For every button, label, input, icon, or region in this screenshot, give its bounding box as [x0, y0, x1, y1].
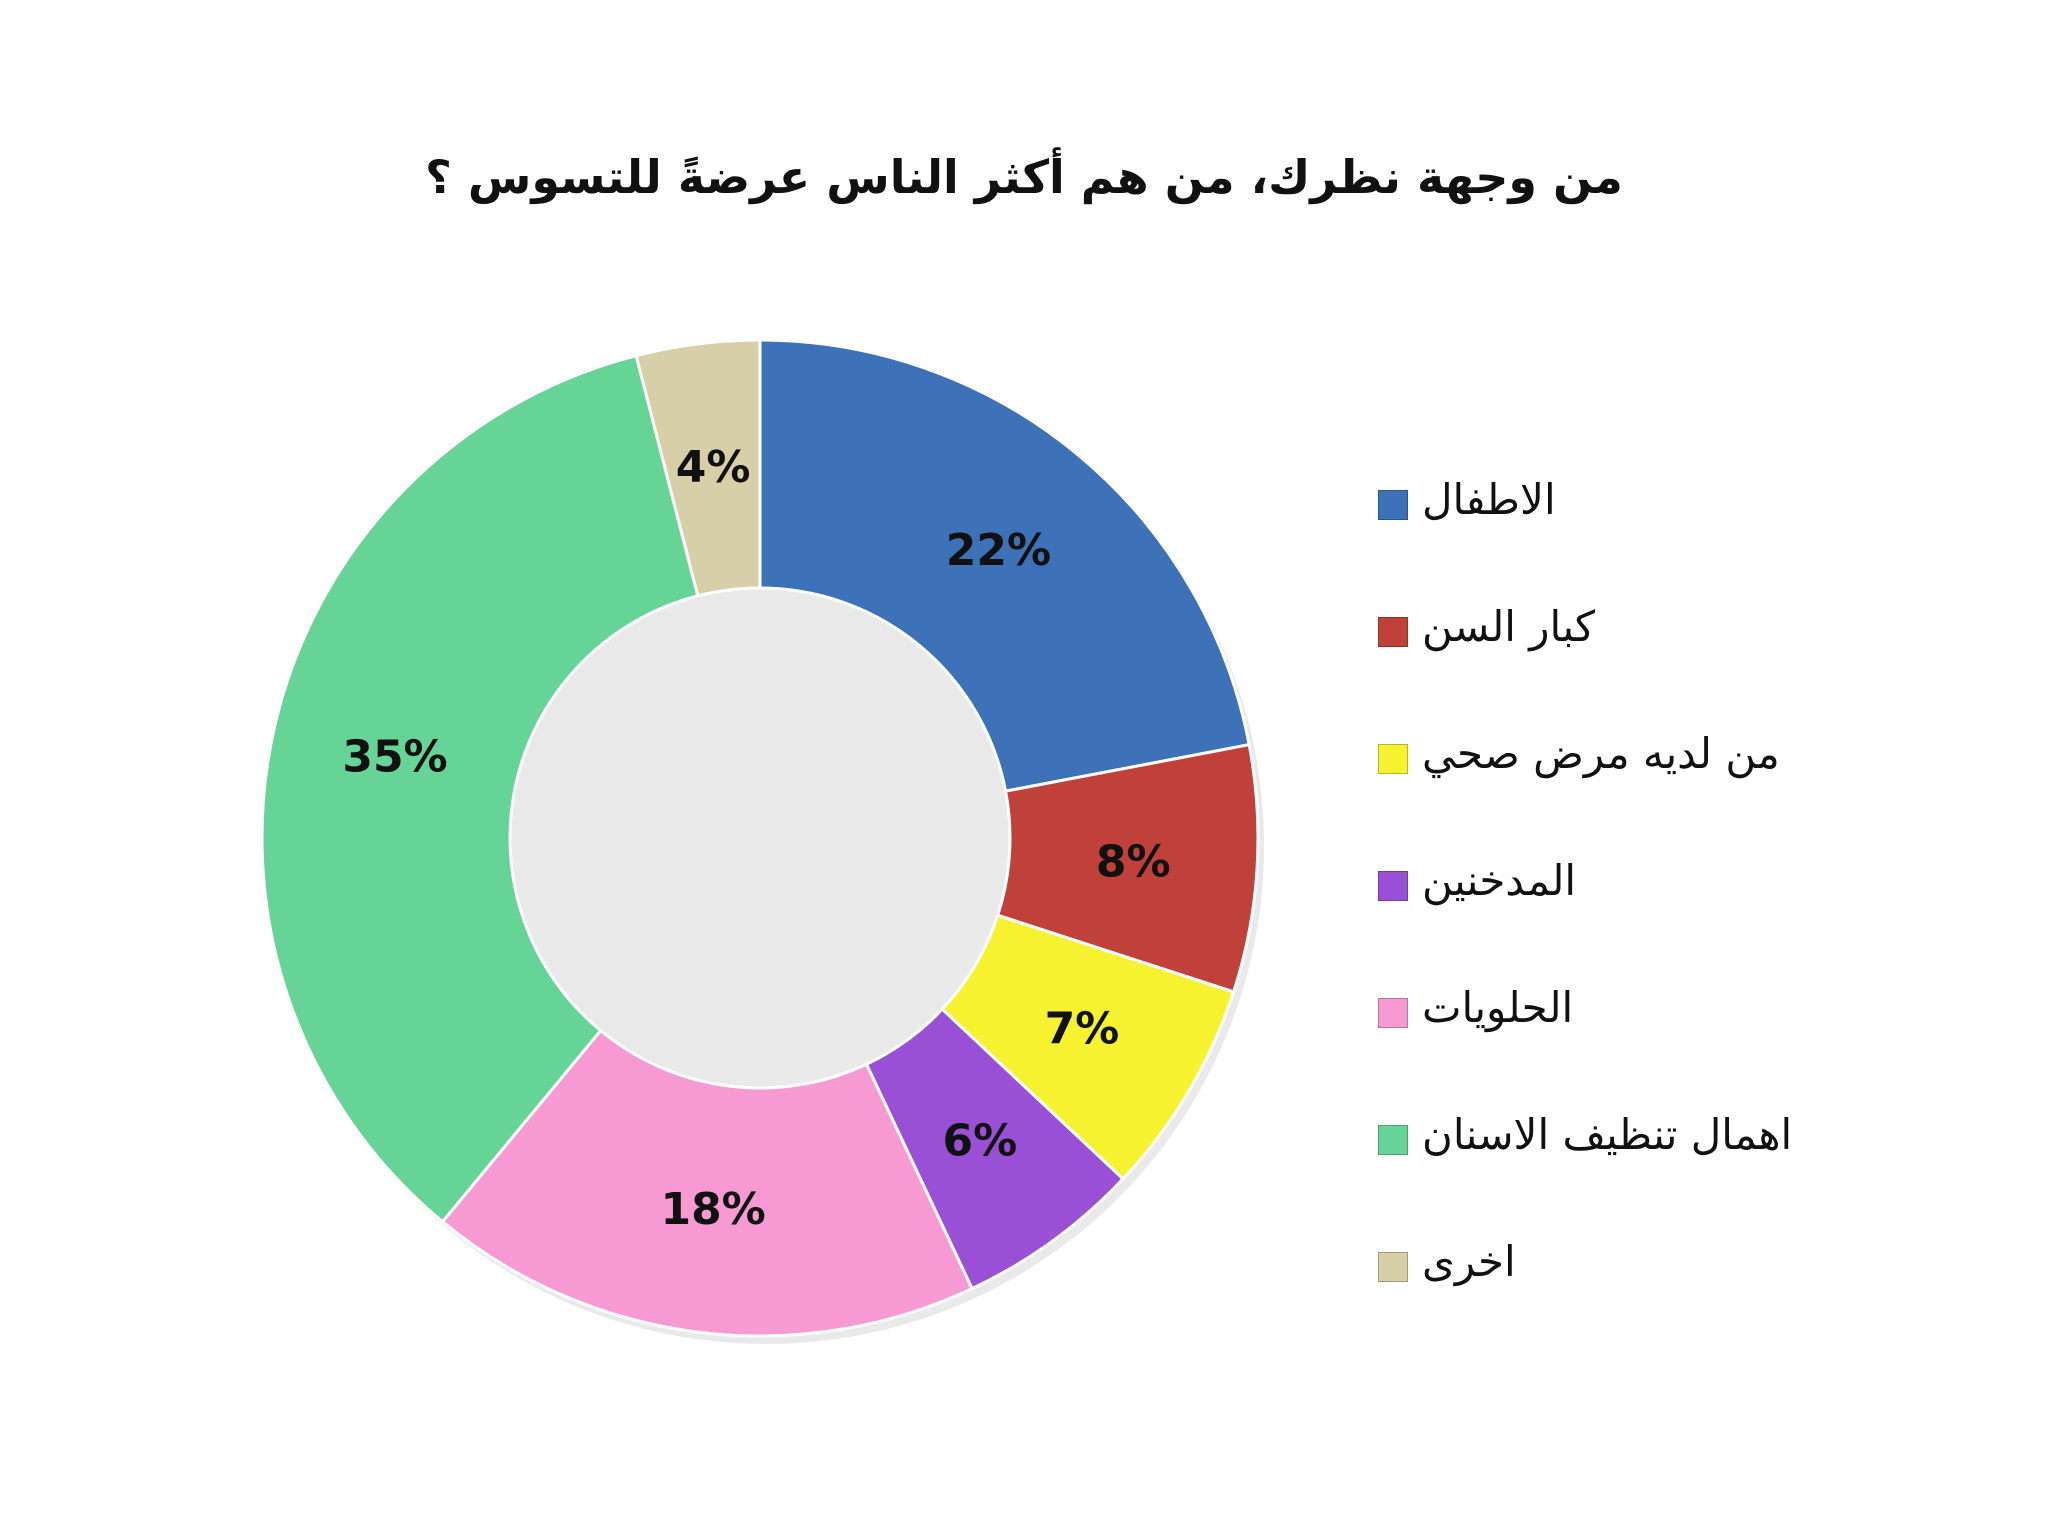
slice-value-label-7: 4%: [676, 442, 751, 493]
legend-label: الحلويات: [1422, 983, 1574, 1032]
legend-item: من لديه مرض صحي: [1378, 724, 1938, 784]
legend-swatch: [1378, 744, 1408, 774]
legend-item: الاطفال: [1378, 470, 1938, 530]
legend-swatch: [1378, 617, 1408, 647]
legend-item: الحلويات: [1378, 978, 1938, 1038]
legend-label: اهمال تنظيف الاسنان: [1422, 1110, 1793, 1159]
legend-item: اهمال تنظيف الاسنان: [1378, 1105, 1938, 1165]
legend-swatch: [1378, 871, 1408, 901]
slice-value-label-2: 8%: [1096, 836, 1171, 887]
legend-swatch: [1378, 490, 1408, 520]
donut-slice-6: [260, 353, 700, 1224]
donut-slice-5: [440, 1028, 975, 1338]
legend-item: المدخنين: [1378, 851, 1938, 911]
legend-label: اخرى: [1422, 1237, 1516, 1286]
slice-value-label-1: 22%: [946, 525, 1051, 576]
slice-value-label-5: 18%: [660, 1184, 765, 1235]
legend-label: الاطفال: [1422, 475, 1556, 524]
slice-value-label-4: 6%: [942, 1116, 1017, 1167]
chart-title: من وجهة نظرك، من هم أكثر الناس عرضةً للت…: [425, 150, 1623, 204]
slice-value-label-6: 35%: [342, 731, 447, 782]
donut-slice-1: [758, 338, 1251, 793]
legend-item: اخرى: [1378, 1232, 1938, 1292]
legend-swatch: [1378, 1125, 1408, 1155]
donut-slice-7: [634, 338, 762, 598]
legend-label: من لديه مرض صحي: [1422, 729, 1780, 778]
slice-value-label-3: 7%: [1045, 1003, 1120, 1054]
legend-swatch: [1378, 998, 1408, 1028]
legend-swatch: [1378, 1252, 1408, 1282]
legend-item: كبار السن: [1378, 597, 1938, 657]
legend-label: المدخنين: [1422, 856, 1577, 905]
legend-label: كبار السن: [1422, 602, 1596, 651]
